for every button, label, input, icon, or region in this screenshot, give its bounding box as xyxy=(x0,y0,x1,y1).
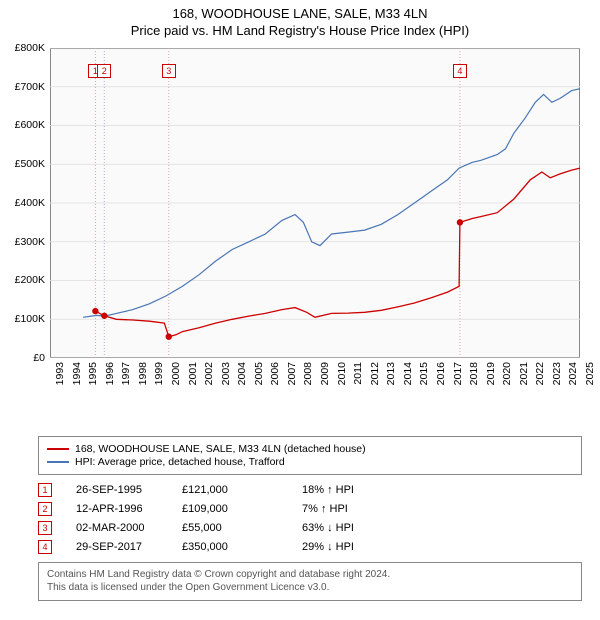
x-axis-label: 2005 xyxy=(253,362,265,385)
x-axis-label: 2011 xyxy=(352,362,364,385)
sales-row: 212-APR-1996£109,0007% ↑ HPI xyxy=(38,502,582,516)
x-axis-label: 2000 xyxy=(170,362,182,385)
sales-row: 429-SEP-2017£350,00029% ↓ HPI xyxy=(38,540,582,554)
sale-date: 12-APR-1996 xyxy=(52,503,182,515)
chart-container: 168, WOODHOUSE LANE, SALE, M33 4LN Price… xyxy=(0,0,600,620)
x-axis-label: 2006 xyxy=(269,362,281,385)
x-axis-label: 2025 xyxy=(584,362,596,385)
x-axis-label: 2017 xyxy=(452,362,464,385)
sales-table: 126-SEP-1995£121,00018% ↑ HPI 212-APR-199… xyxy=(38,483,582,554)
x-axis-label: 2022 xyxy=(534,362,546,385)
sale-row-marker: 3 xyxy=(38,521,52,535)
sale-pct: 29% ↓ HPI xyxy=(302,541,422,553)
y-axis-label: £0 xyxy=(33,352,45,364)
x-axis-label: 2023 xyxy=(551,362,563,385)
x-axis-label: 2013 xyxy=(385,362,397,385)
sale-date: 26-SEP-1995 xyxy=(52,484,182,496)
x-axis-label: 2003 xyxy=(220,362,232,385)
sale-pct: 18% ↑ HPI xyxy=(302,484,422,496)
sale-marker-box: 3 xyxy=(162,64,176,78)
sale-row-marker: 4 xyxy=(38,540,52,554)
y-axis-label: £600K xyxy=(15,119,45,131)
x-axis-label: 1999 xyxy=(153,362,165,385)
footer-attribution: Contains HM Land Registry data © Crown c… xyxy=(38,562,582,601)
sale-pct: 7% ↑ HPI xyxy=(302,503,422,515)
y-axis-label: £700K xyxy=(15,81,45,93)
x-axis-label: 2008 xyxy=(302,362,314,385)
x-axis-label: 1993 xyxy=(54,362,66,385)
x-axis-label: 2010 xyxy=(336,362,348,385)
x-axis-label: 2012 xyxy=(369,362,381,385)
x-axis-label: 2009 xyxy=(319,362,331,385)
sales-row: 302-MAR-2000£55,00063% ↓ HPI xyxy=(38,521,582,535)
legend: 168, WOODHOUSE LANE, SALE, M33 4LN (deta… xyxy=(38,436,582,475)
title-subtitle: Price paid vs. HM Land Registry's House … xyxy=(0,23,600,40)
x-axis-label: 2001 xyxy=(187,362,199,385)
sales-row: 126-SEP-1995£121,00018% ↑ HPI xyxy=(38,483,582,497)
sale-price: £350,000 xyxy=(182,541,302,553)
sale-date: 29-SEP-2017 xyxy=(52,541,182,553)
x-axis-label: 1997 xyxy=(120,362,132,385)
x-axis-label: 2020 xyxy=(501,362,513,385)
sale-price: £109,000 xyxy=(182,503,302,515)
x-axis-label: 2024 xyxy=(567,362,579,385)
y-axis-label: £200K xyxy=(15,274,45,286)
legend-swatch-hpi xyxy=(47,461,69,463)
x-axis-label: 2004 xyxy=(236,362,248,385)
sale-row-marker: 2 xyxy=(38,502,52,516)
x-axis-label: 1995 xyxy=(87,362,99,385)
x-axis-label: 2002 xyxy=(203,362,215,385)
footer-line2: This data is licensed under the Open Gov… xyxy=(47,581,573,595)
x-axis-label: 2018 xyxy=(468,362,480,385)
sale-marker-box: 2 xyxy=(97,64,111,78)
sale-row-marker: 1 xyxy=(38,483,52,497)
x-axis-label: 2016 xyxy=(435,362,447,385)
y-axis-label: £500K xyxy=(15,158,45,170)
legend-item-hpi: HPI: Average price, detached house, Traf… xyxy=(47,456,573,468)
sale-price: £55,000 xyxy=(182,522,302,534)
legend-label-property: 168, WOODHOUSE LANE, SALE, M33 4LN (deta… xyxy=(75,443,366,455)
y-axis-label: £300K xyxy=(15,236,45,248)
x-axis-label: 2014 xyxy=(402,362,414,385)
x-axis-label: 1996 xyxy=(104,362,116,385)
x-axis-label: 2015 xyxy=(418,362,430,385)
legend-swatch-property xyxy=(47,448,69,450)
chart-titles: 168, WOODHOUSE LANE, SALE, M33 4LN Price… xyxy=(0,0,600,40)
x-axis-label: 2019 xyxy=(485,362,497,385)
sale-marker-box: 4 xyxy=(453,64,467,78)
sale-price: £121,000 xyxy=(182,484,302,496)
x-axis-label: 1998 xyxy=(137,362,149,385)
chart-area: £0£100K£200K£300K£400K£500K£600K£700K£80… xyxy=(50,48,580,378)
title-address: 168, WOODHOUSE LANE, SALE, M33 4LN xyxy=(0,6,600,23)
plot-svg xyxy=(50,48,580,358)
x-axis-label: 2021 xyxy=(518,362,530,385)
y-axis-label: £800K xyxy=(15,42,45,54)
legend-label-hpi: HPI: Average price, detached house, Traf… xyxy=(75,456,285,468)
x-axis-label: 1994 xyxy=(71,362,83,385)
footer-line1: Contains HM Land Registry data © Crown c… xyxy=(47,568,573,582)
y-axis-label: £400K xyxy=(15,197,45,209)
legend-item-property: 168, WOODHOUSE LANE, SALE, M33 4LN (deta… xyxy=(47,443,573,455)
sale-date: 02-MAR-2000 xyxy=(52,522,182,534)
x-axis-label: 2007 xyxy=(286,362,298,385)
y-axis-label: £100K xyxy=(15,313,45,325)
sale-pct: 63% ↓ HPI xyxy=(302,522,422,534)
